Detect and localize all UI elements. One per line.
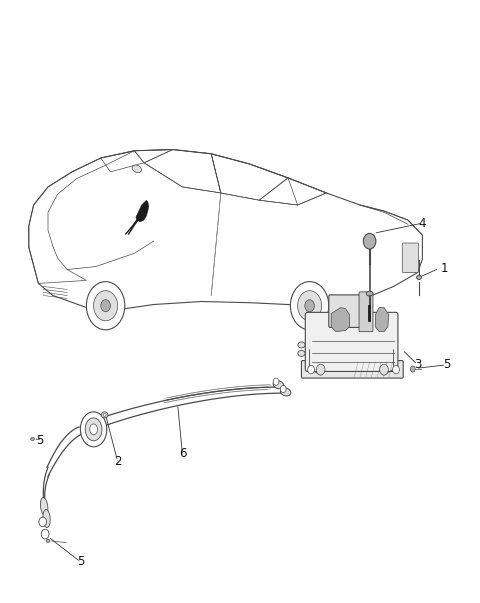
Circle shape	[39, 517, 47, 526]
Ellipse shape	[85, 418, 102, 441]
Text: 5: 5	[77, 555, 84, 569]
Ellipse shape	[298, 342, 305, 348]
Polygon shape	[331, 308, 349, 332]
Text: 5: 5	[36, 434, 43, 447]
FancyBboxPatch shape	[301, 361, 403, 378]
Circle shape	[86, 282, 125, 330]
Circle shape	[298, 291, 322, 321]
Text: 4: 4	[419, 216, 426, 230]
Text: 1: 1	[440, 262, 448, 275]
Circle shape	[305, 300, 314, 312]
Circle shape	[393, 365, 399, 374]
Circle shape	[101, 300, 110, 312]
Ellipse shape	[90, 424, 97, 435]
FancyBboxPatch shape	[305, 312, 398, 371]
Ellipse shape	[417, 275, 421, 280]
FancyBboxPatch shape	[402, 243, 419, 273]
Ellipse shape	[273, 380, 284, 389]
Circle shape	[316, 364, 325, 375]
Ellipse shape	[280, 388, 291, 396]
Ellipse shape	[103, 414, 106, 416]
Circle shape	[273, 378, 279, 385]
Ellipse shape	[132, 165, 142, 172]
Circle shape	[380, 364, 388, 375]
Circle shape	[308, 365, 314, 374]
Ellipse shape	[46, 539, 50, 543]
Ellipse shape	[366, 291, 373, 296]
Text: 5: 5	[443, 358, 450, 371]
Text: 6: 6	[179, 447, 186, 460]
Circle shape	[94, 291, 118, 321]
Text: 2: 2	[114, 455, 121, 468]
Polygon shape	[136, 200, 149, 222]
Ellipse shape	[80, 412, 107, 447]
FancyBboxPatch shape	[329, 295, 371, 327]
Circle shape	[410, 366, 415, 372]
Circle shape	[363, 233, 376, 249]
Ellipse shape	[298, 350, 305, 356]
FancyBboxPatch shape	[359, 292, 373, 332]
Circle shape	[280, 385, 286, 393]
Ellipse shape	[101, 412, 108, 418]
Ellipse shape	[31, 438, 35, 440]
Circle shape	[41, 529, 49, 539]
Ellipse shape	[40, 497, 48, 516]
Text: 3: 3	[414, 358, 421, 371]
Ellipse shape	[43, 510, 50, 528]
Polygon shape	[375, 308, 389, 332]
Circle shape	[290, 282, 329, 330]
